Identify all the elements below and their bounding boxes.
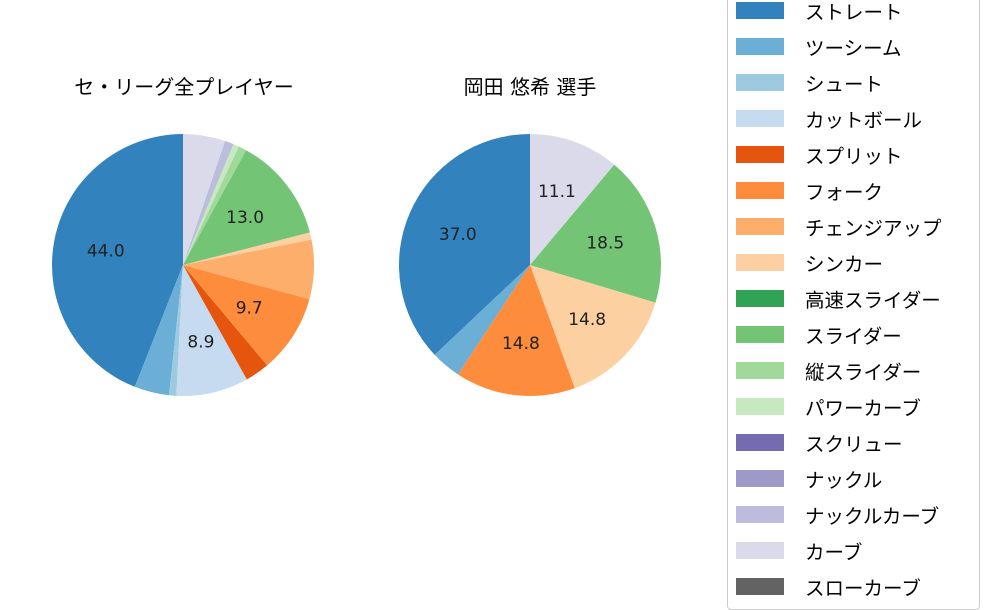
legend-swatch <box>736 505 784 523</box>
legend-item: スローカーブ <box>736 574 921 600</box>
legend-label: スライダー <box>805 324 902 348</box>
slice-label: 8.9 <box>187 333 214 353</box>
legend-label: カーブ <box>805 540 863 564</box>
slice-label: 18.5 <box>586 233 624 253</box>
slice-label: 37.0 <box>439 225 477 245</box>
pie-slice <box>183 265 268 380</box>
legend-label: ストレート <box>805 0 903 24</box>
legend-label: スクリュー <box>805 432 903 456</box>
right-chart-title: 岡田 悠希 選手 <box>463 75 597 99</box>
legend-item: カーブ <box>736 538 863 564</box>
pie-slice <box>458 265 575 397</box>
legend-item: チェンジアップ <box>736 214 942 240</box>
legend-swatch <box>736 577 784 595</box>
pie-slice <box>51 134 184 387</box>
pie-slice <box>183 232 312 265</box>
pie-slice <box>434 265 530 375</box>
legend-swatch <box>736 253 784 271</box>
pie-slice <box>183 239 314 300</box>
pie-charts: 44.0 8.9 9.7 13.0 37.0 14.8 14.8 18.5 11.1 <box>51 134 661 397</box>
slice-label: 44.0 <box>87 241 125 261</box>
legend-label: フォーク <box>805 180 884 204</box>
legend-label: ナックル <box>805 468 883 492</box>
legend-item: 高速スライダー <box>736 286 941 312</box>
pie-slice <box>183 146 247 265</box>
pie-slice <box>176 265 247 396</box>
pie-slice <box>183 144 239 265</box>
legend-swatch <box>736 397 784 415</box>
legend-item: 縦スライダー <box>736 358 922 384</box>
player-pie: 37.0 14.8 14.8 18.5 11.1 <box>398 134 661 397</box>
slice-label: 9.7 <box>236 298 263 318</box>
legend-label: ナックルカーブ <box>805 504 940 528</box>
legend-item: カットボール <box>736 106 923 132</box>
legend: ストレート ツーシーム シュート カットボール スプリット フォーク チェンジア… <box>727 0 980 610</box>
legend-label: シンカー <box>805 252 884 276</box>
legend-item: シュート <box>736 70 884 96</box>
pie-slice <box>169 265 183 396</box>
legend-swatch <box>736 361 784 379</box>
legend-swatch <box>736 37 784 55</box>
pie-slice <box>183 150 310 265</box>
legend-label: スプリット <box>805 144 903 168</box>
legend-label: チェンジアップ <box>805 216 942 240</box>
legend-item: ツーシーム <box>736 34 902 60</box>
legend-swatch <box>736 73 784 91</box>
pie-slice <box>530 134 615 265</box>
slice-label: 14.8 <box>502 334 540 354</box>
slice-label: 14.8 <box>568 310 606 330</box>
pie-slice <box>530 164 661 303</box>
legend-label: カットボール <box>805 108 923 132</box>
legend-swatch <box>736 541 784 559</box>
legend-item: パワーカーブ <box>736 394 921 420</box>
legend-swatch <box>736 109 784 127</box>
legend-swatch <box>736 145 784 163</box>
legend-label: ツーシーム <box>805 36 902 60</box>
legend-swatch <box>736 1 784 19</box>
pie-slice <box>134 265 183 396</box>
legend-swatch <box>736 289 784 307</box>
slice-label: 13.0 <box>226 208 264 228</box>
legend-swatch <box>736 469 784 487</box>
league-pie: 44.0 8.9 9.7 13.0 <box>51 134 314 396</box>
legend-label: 高速スライダー <box>805 288 941 312</box>
legend-item: フォーク <box>736 178 884 204</box>
pie-slice <box>183 140 234 265</box>
legend-swatch <box>736 325 784 343</box>
legend-item: ストレート <box>736 0 903 24</box>
legend-item: スクリュー <box>736 430 903 456</box>
left-chart-title: セ・リーグ全プレイヤー <box>74 75 294 99</box>
legend-item: スプリット <box>736 142 903 168</box>
legend-item: ナックルカーブ <box>736 502 940 528</box>
legend-swatch <box>736 181 784 199</box>
legend-item: スライダー <box>736 322 902 348</box>
pie-slice <box>183 265 310 366</box>
slice-label: 11.1 <box>538 182 576 202</box>
legend-label: 縦スライダー <box>805 360 922 384</box>
pie-slice <box>398 134 530 355</box>
legend-item: ナックル <box>736 466 883 492</box>
legend-label: パワーカーブ <box>805 396 921 420</box>
legend-label: スローカーブ <box>805 576 921 600</box>
pie-slice <box>530 265 656 389</box>
pie-slice <box>183 134 226 265</box>
legend-swatch <box>736 217 784 235</box>
legend-swatch <box>736 433 784 451</box>
legend-item: シンカー <box>736 250 884 276</box>
legend-label: シュート <box>805 72 884 96</box>
